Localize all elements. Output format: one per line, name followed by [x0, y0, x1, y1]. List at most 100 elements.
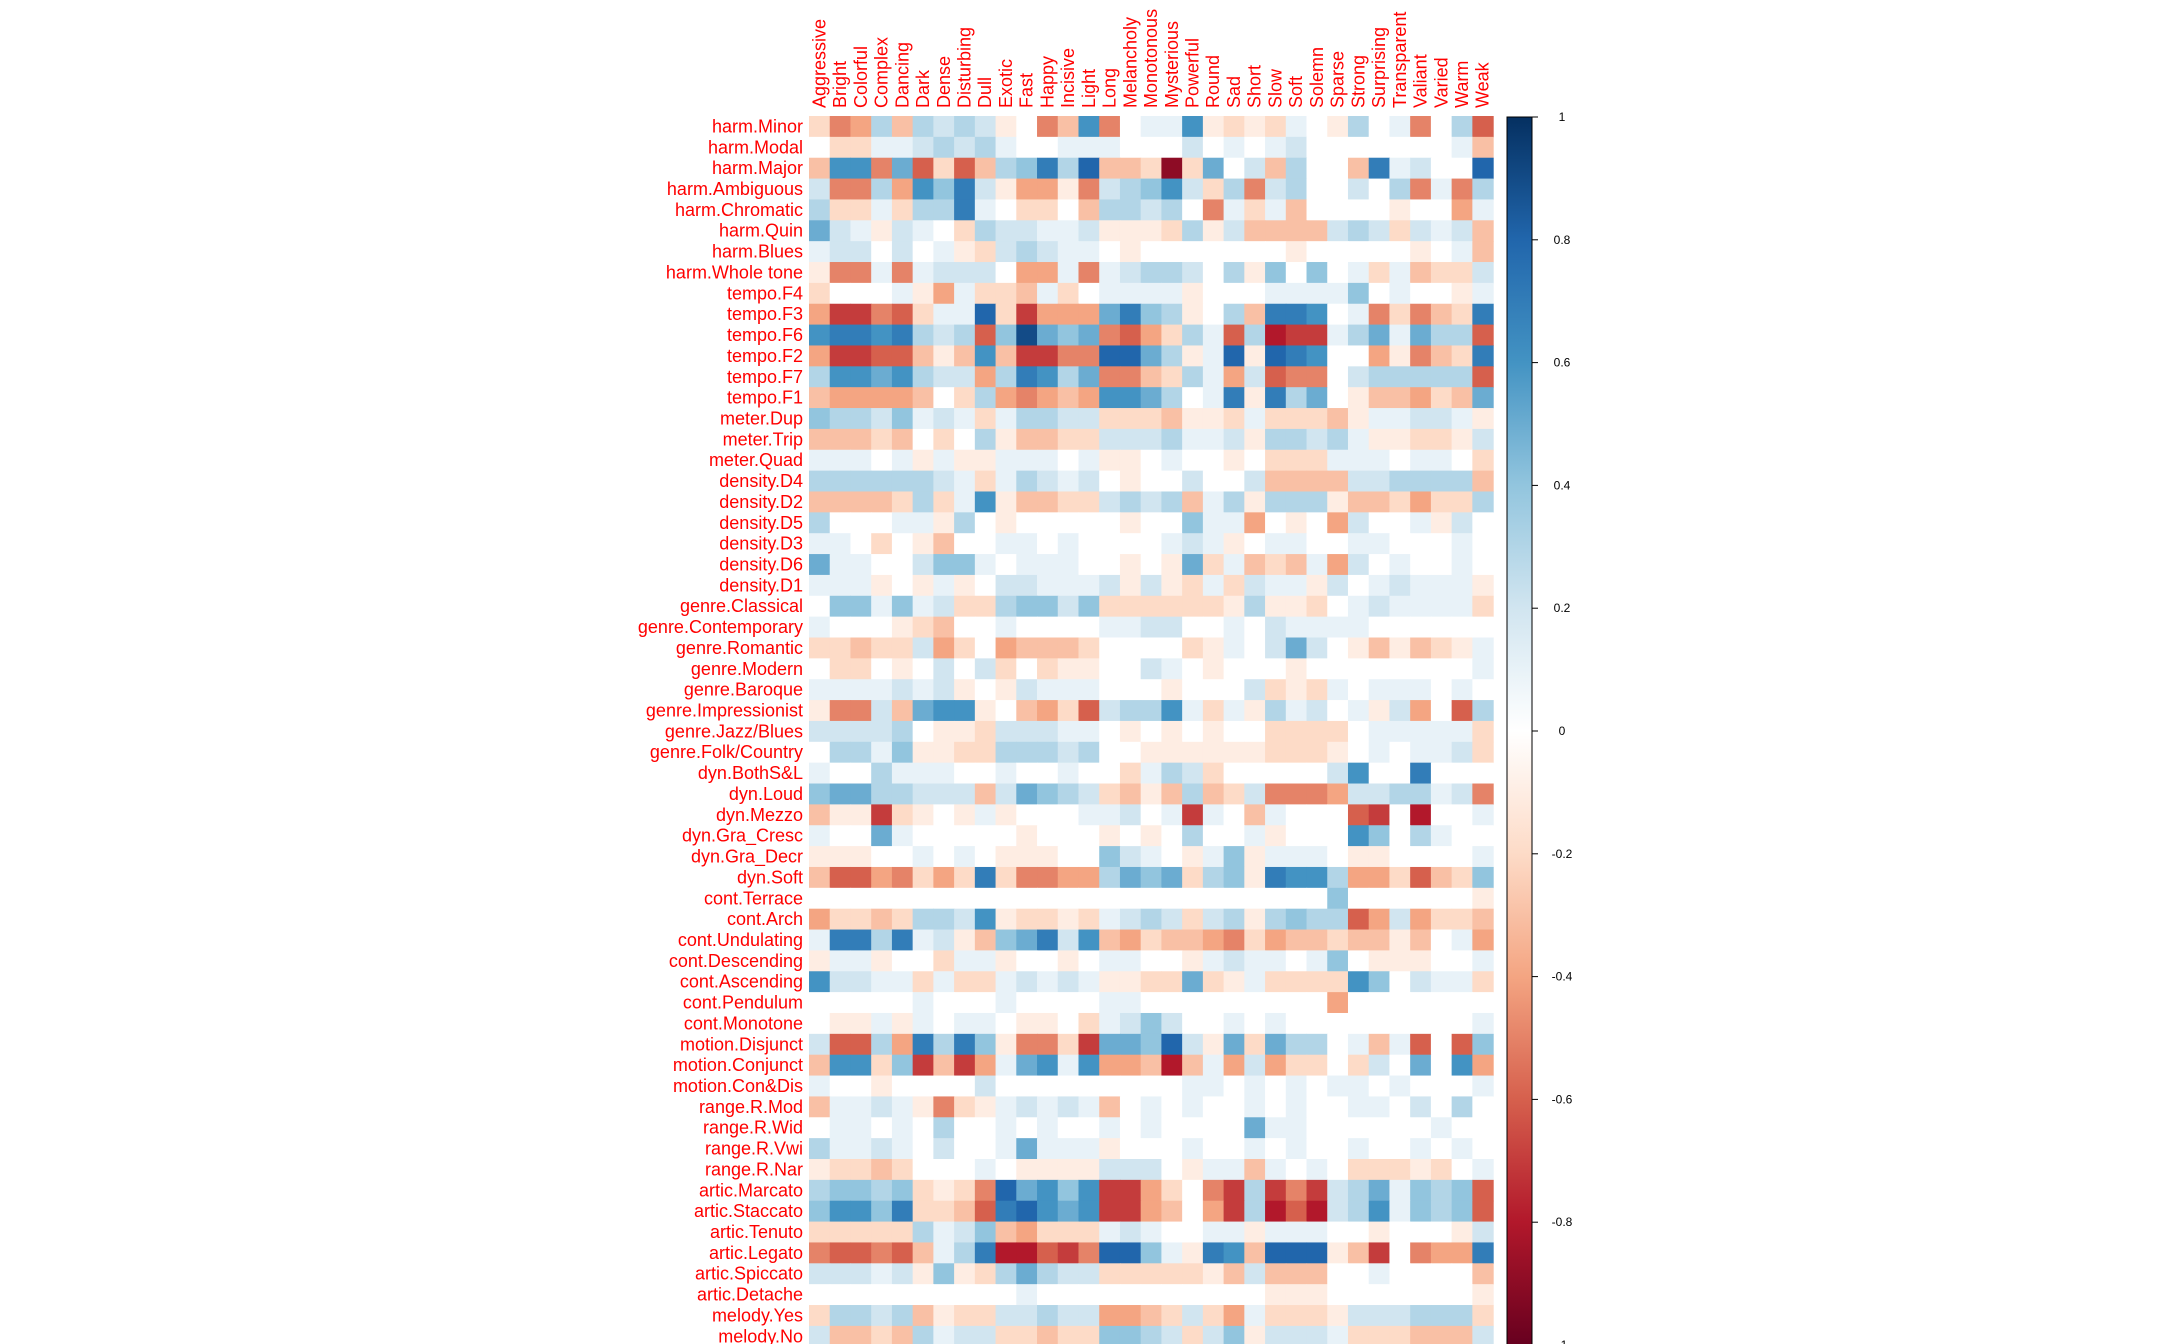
heatmap-cell [1037, 679, 1059, 701]
heatmap-cell [1472, 366, 1494, 388]
heatmap-cell [871, 1054, 893, 1077]
heatmap-cell [954, 908, 976, 931]
heatmap-cell [1306, 992, 1328, 1014]
heatmap-cell [1182, 303, 1204, 326]
heatmap-cell [1244, 637, 1266, 659]
heatmap-cell [1202, 1159, 1225, 1181]
heatmap-cell [1223, 1012, 1245, 1035]
heatmap-cell [1430, 1012, 1453, 1035]
heatmap-cell [1057, 1033, 1080, 1056]
heatmap-cell [1306, 679, 1328, 701]
heatmap-cell [954, 846, 976, 868]
heatmap-cell [1306, 387, 1328, 409]
heatmap-cell [1410, 1179, 1432, 1202]
heatmap-cell [1472, 1117, 1494, 1139]
heatmap-cell [1119, 303, 1142, 326]
row-label: motion.Con&Dis [673, 1076, 803, 1096]
heatmap-cell [1265, 929, 1287, 951]
heatmap-cell [1078, 846, 1100, 868]
row-label: harm.Blues [712, 242, 803, 262]
heatmap-cell [1223, 992, 1245, 1014]
heatmap-cell [1451, 616, 1473, 639]
heatmap-cell [1099, 1242, 1121, 1264]
heatmap-cell [1037, 866, 1059, 889]
heatmap-cell [1244, 1138, 1266, 1160]
row-label: genre.Modern [691, 659, 803, 679]
heatmap-cell [1327, 1033, 1349, 1056]
heatmap-cell [891, 992, 914, 1014]
row-label: range.R.Vwi [705, 1139, 803, 1159]
heatmap-cell [954, 1138, 976, 1160]
heatmap-cell [1327, 1054, 1349, 1077]
heatmap-cell [1430, 1221, 1453, 1244]
heatmap-cell [1016, 262, 1038, 284]
heatmap-cell [954, 428, 976, 451]
heatmap-cell [1244, 303, 1266, 326]
heatmap-cell [933, 574, 955, 597]
heatmap-cell [1202, 345, 1225, 367]
heatmap-cell [1119, 1012, 1142, 1035]
heatmap-cell [1016, 533, 1038, 555]
heatmap-cell [1223, 720, 1245, 743]
heatmap-cell [1119, 971, 1142, 993]
heatmap-cell [1099, 700, 1121, 722]
heatmap-cell [1016, 1054, 1038, 1077]
heatmap-cell [829, 908, 852, 931]
heatmap-cell [809, 804, 831, 826]
heatmap-cell [1202, 1117, 1225, 1139]
row-label: harm.Major [712, 158, 803, 178]
heatmap-cell [829, 512, 852, 534]
heatmap-cell [1202, 303, 1225, 326]
heatmap-cell [1202, 929, 1225, 951]
heatmap-cell [1244, 1242, 1266, 1264]
heatmap-cell [809, 1305, 831, 1327]
heatmap-cell [912, 992, 934, 1014]
heatmap-cell [871, 595, 893, 618]
heatmap-cell [1389, 178, 1411, 201]
heatmap-cell [1285, 804, 1308, 826]
heatmap-cell [1223, 846, 1245, 868]
heatmap-cell [809, 116, 831, 138]
heatmap-cell [1306, 825, 1328, 847]
heatmap-cell [1368, 1263, 1391, 1285]
heatmap-cell [1119, 1200, 1142, 1223]
heatmap-cell [1099, 262, 1121, 284]
heatmap-cell [809, 199, 831, 221]
heatmap-cell [1244, 1159, 1266, 1181]
heatmap-cell [1410, 1305, 1432, 1327]
heatmap-cell [1347, 1221, 1370, 1244]
heatmap-cell [1472, 1138, 1494, 1160]
heatmap-cell [829, 825, 852, 847]
heatmap-cell [1410, 887, 1432, 910]
heatmap-cell [1161, 1200, 1183, 1223]
heatmap-cell [1223, 220, 1245, 242]
heatmap-cell [1140, 428, 1163, 451]
heatmap-cell [1472, 324, 1494, 347]
heatmap-cell [1182, 1221, 1204, 1244]
heatmap-cell [1410, 178, 1432, 201]
heatmap-cell [1472, 950, 1494, 972]
row-label: cont.Arch [727, 909, 803, 929]
heatmap-cell [1182, 616, 1204, 639]
heatmap-cell [1368, 491, 1391, 513]
heatmap-cell [1368, 1033, 1391, 1056]
heatmap-cell [974, 262, 997, 284]
heatmap-cell [809, 408, 831, 430]
heatmap-cell [891, 846, 914, 868]
heatmap-cell [995, 136, 1017, 159]
heatmap-cell [1057, 1305, 1080, 1327]
heatmap-cell [1347, 950, 1370, 972]
heatmap-cell [1223, 1138, 1245, 1160]
heatmap-cell [1016, 136, 1038, 159]
heatmap-cell [912, 887, 934, 910]
heatmap-cell [1078, 1305, 1100, 1327]
heatmap-cell [1244, 220, 1266, 242]
colorbar-tick-label: -0.8 [1552, 1215, 1573, 1229]
heatmap-cell [1202, 908, 1225, 931]
heatmap-cell [954, 1200, 976, 1223]
heatmap-cell [1016, 700, 1038, 722]
heatmap-cell [1099, 762, 1121, 785]
heatmap-cell [1430, 387, 1453, 409]
heatmap-cell [912, 846, 934, 868]
heatmap-cell [1472, 178, 1494, 201]
